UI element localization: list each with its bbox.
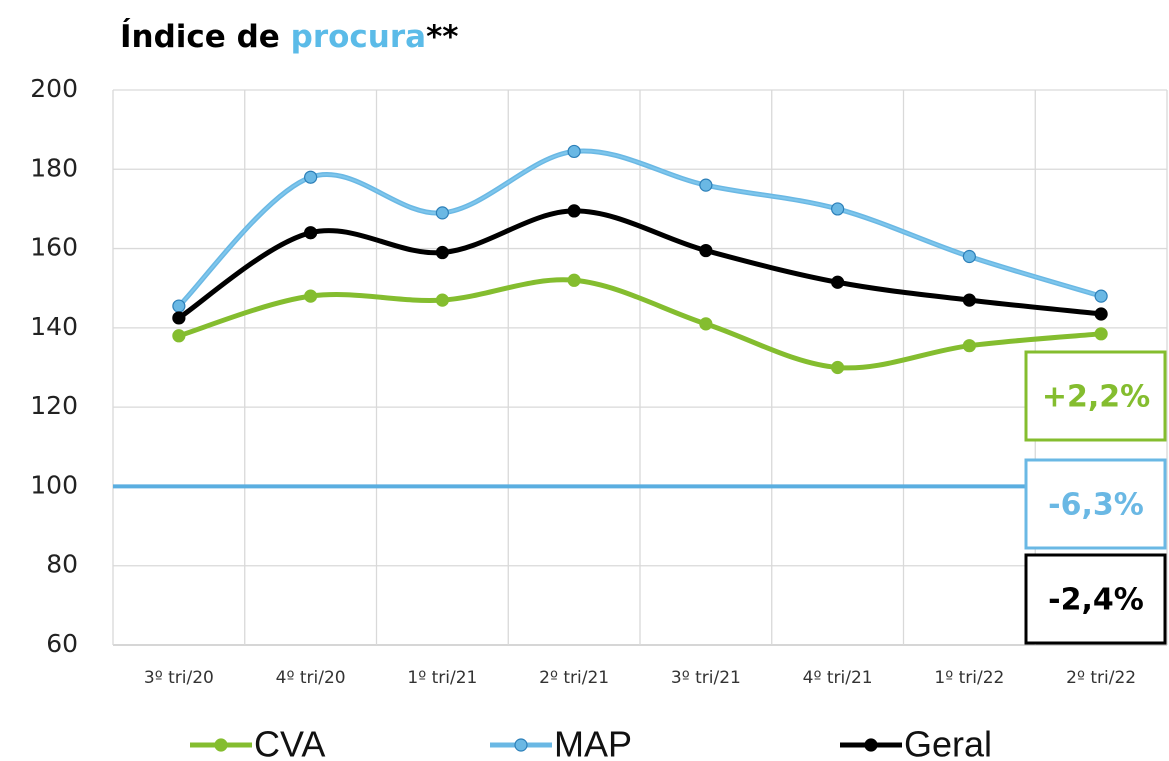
marker: [1094, 289, 1108, 303]
x-tick-label: 3º tri/20: [144, 668, 214, 688]
annotation: -6,3%: [1048, 488, 1144, 523]
chart-title: Índice de procura**: [120, 19, 459, 55]
legend-marker: [514, 738, 528, 752]
marker: [304, 226, 318, 240]
y-tick-label: 180: [30, 153, 78, 182]
marker: [831, 275, 845, 289]
marker: [699, 178, 713, 192]
marker: [831, 360, 845, 375]
marker: [962, 339, 976, 353]
marker: [304, 170, 318, 184]
annotation: -2,4%: [1048, 583, 1144, 618]
y-tick-label: 100: [30, 470, 78, 499]
marker: [435, 206, 449, 220]
x-tick-label: 1º tri/21: [407, 668, 477, 688]
marker: [567, 273, 581, 287]
x-tick-label: 2º tri/22: [1066, 668, 1136, 688]
annotation-box: [1024, 350, 1167, 442]
marker: [304, 289, 318, 303]
y-tick-label: 60: [46, 629, 78, 658]
series-line: [176, 208, 1104, 321]
y-tick-label: 140: [30, 312, 78, 341]
x-tick-label: 3º tri/21: [671, 668, 741, 688]
x-tick-label: 4º tri/21: [803, 668, 873, 688]
marker: [1094, 327, 1108, 341]
y-tick-label: 80: [46, 550, 78, 579]
marker: [699, 243, 713, 258]
annotation-box: [1024, 553, 1167, 645]
y-tick-label: 120: [30, 391, 78, 420]
legend-label: MAP: [554, 724, 632, 761]
marker: [435, 245, 449, 260]
marker: [567, 204, 581, 218]
x-tick-label: 2º tri/21: [539, 668, 609, 688]
title-part: **: [426, 19, 458, 55]
legend-marker: [864, 738, 878, 752]
marker: [172, 329, 186, 343]
marker: [699, 317, 713, 331]
y-tick-label: 160: [30, 233, 78, 262]
annotation: +2,2%: [1042, 380, 1150, 415]
legend-label: CVA: [254, 724, 325, 761]
marker: [567, 144, 581, 159]
legend-marker: [214, 738, 228, 752]
marker: [962, 293, 976, 307]
y-tick-label: 200: [30, 74, 78, 103]
x-tick-label: 1º tri/22: [934, 668, 1004, 688]
series-line: [176, 277, 1104, 371]
annotation-box: [1024, 458, 1167, 550]
title-part: Índice de: [120, 19, 291, 55]
marker: [435, 293, 449, 307]
x-tick-label: 4º tri/20: [276, 668, 346, 688]
legend-label: Geral: [904, 724, 992, 761]
marker: [962, 249, 976, 264]
marker: [172, 311, 186, 325]
marker: [831, 202, 845, 216]
marker: [172, 299, 186, 313]
marker: [1094, 307, 1108, 321]
title-part: procura: [291, 19, 426, 55]
